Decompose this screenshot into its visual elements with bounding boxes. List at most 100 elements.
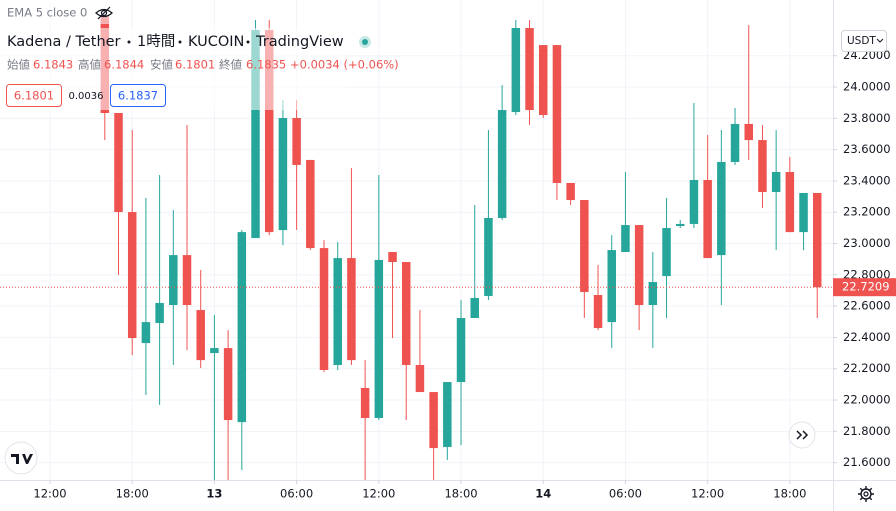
x-tick-label: 06:00 — [280, 487, 313, 501]
ohlc-value: 6.1801 — [175, 58, 215, 72]
x-tick-label: 12:00 — [33, 487, 66, 501]
status-dot — [362, 39, 368, 45]
y-tick-label: 21.6000 — [843, 455, 891, 469]
ohlc-label: 始値 — [7, 58, 30, 72]
candle-body — [785, 171, 795, 233]
candle-body — [744, 123, 753, 141]
grid — [0, 0, 833, 480]
x-tick-label: 18:00 — [773, 487, 806, 501]
ohlc-label: 高値 — [78, 58, 101, 72]
y-tick-label: 21.8000 — [843, 424, 891, 438]
candle-body — [730, 123, 740, 162]
candle-body — [689, 179, 699, 224]
sell-price: 6.1801 — [14, 89, 54, 103]
last-price-box — [833, 278, 896, 297]
spread: 0.0036 — [69, 91, 104, 102]
last-price-label: 22.7209 — [842, 280, 890, 294]
x-tick-label: 13 — [206, 487, 222, 501]
candle-body — [456, 318, 466, 383]
candle-body — [758, 140, 767, 193]
buy-button[interactable] — [110, 84, 166, 107]
candle-body — [278, 118, 288, 231]
candle-body — [237, 232, 247, 423]
candle-body — [333, 258, 342, 365]
x-tick-label: 12:00 — [691, 487, 724, 501]
x-tick-label: 18:00 — [444, 487, 477, 501]
buy-price: 6.1837 — [118, 89, 158, 103]
candle-body — [292, 118, 301, 165]
candle-body — [593, 295, 603, 329]
candle-body — [155, 302, 164, 324]
candle-body — [580, 200, 589, 293]
dropdown-arrow — [876, 38, 884, 43]
candle-body — [607, 250, 616, 323]
candle-body — [360, 387, 370, 419]
candle-body — [566, 182, 575, 201]
ohlc-label: 終値 — [219, 58, 242, 72]
y-tick-label: 24.0000 — [843, 80, 891, 94]
candle-body — [484, 218, 493, 296]
candle-body — [429, 392, 438, 449]
candle-body — [648, 282, 658, 306]
candle-body — [703, 179, 712, 259]
x-tick-label: 12:00 — [362, 487, 395, 501]
settings-button[interactable] — [858, 486, 874, 502]
y-tick-label: 22.8000 — [843, 267, 891, 281]
source: TradingView — [255, 34, 344, 50]
ohlc-value: 6.1835 — [246, 58, 286, 72]
y-tick-label: 22.0000 — [843, 393, 891, 407]
candle-body — [470, 297, 479, 319]
candle-body — [306, 159, 315, 249]
y-tick-label: 22.6000 — [843, 299, 891, 313]
candle-body — [812, 192, 822, 288]
candle-body — [114, 112, 123, 213]
overlay: 22.7209 — [0, 278, 896, 297]
candle-body — [401, 261, 411, 365]
candle-body — [525, 28, 534, 111]
x-tick-label: 18:00 — [116, 487, 149, 501]
candle-body — [621, 225, 630, 252]
y-tick-label: 23.6000 — [843, 142, 891, 156]
candle-body — [127, 212, 137, 339]
candle-body — [511, 28, 521, 113]
scroll-button[interactable] — [788, 421, 816, 449]
ohlc-label: 安値 — [150, 58, 173, 72]
x-tick-label: 14 — [535, 487, 551, 501]
tv-logo[interactable] — [4, 441, 38, 475]
candle-body — [141, 322, 151, 344]
candle-body — [717, 161, 726, 256]
candle-body — [251, 30, 260, 239]
y-tick-label: 22.2000 — [843, 361, 891, 375]
y-tick-label: 23.0000 — [843, 236, 891, 250]
ohlc-value: 6.1844 — [104, 58, 144, 72]
y-tick-label: 23.2000 — [843, 205, 891, 219]
exchange: KUCOIN — [188, 34, 244, 50]
candle-body — [662, 228, 671, 277]
candle-body — [210, 348, 219, 354]
candle-body — [675, 223, 685, 226]
x-tick-label: 06:00 — [609, 487, 642, 501]
sell-button[interactable] — [6, 84, 62, 107]
y-tick-label: 23.4000 — [843, 173, 891, 187]
candle-body — [538, 45, 548, 116]
candle-body — [319, 248, 329, 370]
candle-body — [497, 110, 507, 219]
candle-body — [264, 30, 274, 233]
currency-button[interactable] — [841, 30, 887, 52]
indicator-label: EMA 5 close 0 — [7, 6, 87, 20]
legend-bg — [0, 0, 120, 24]
candle-body — [771, 171, 781, 193]
candle-body — [169, 255, 178, 306]
candle-body — [415, 364, 425, 393]
interval: 1時間 — [137, 33, 175, 50]
symbol: Kadena / Tether — [7, 34, 121, 50]
candle-body — [223, 348, 233, 421]
candle-body — [196, 310, 205, 361]
separator — [178, 40, 182, 44]
y-tick-label: 22.4000 — [843, 330, 891, 344]
candle-body — [552, 45, 562, 183]
candle-body — [634, 225, 644, 306]
candle-body — [799, 192, 808, 233]
